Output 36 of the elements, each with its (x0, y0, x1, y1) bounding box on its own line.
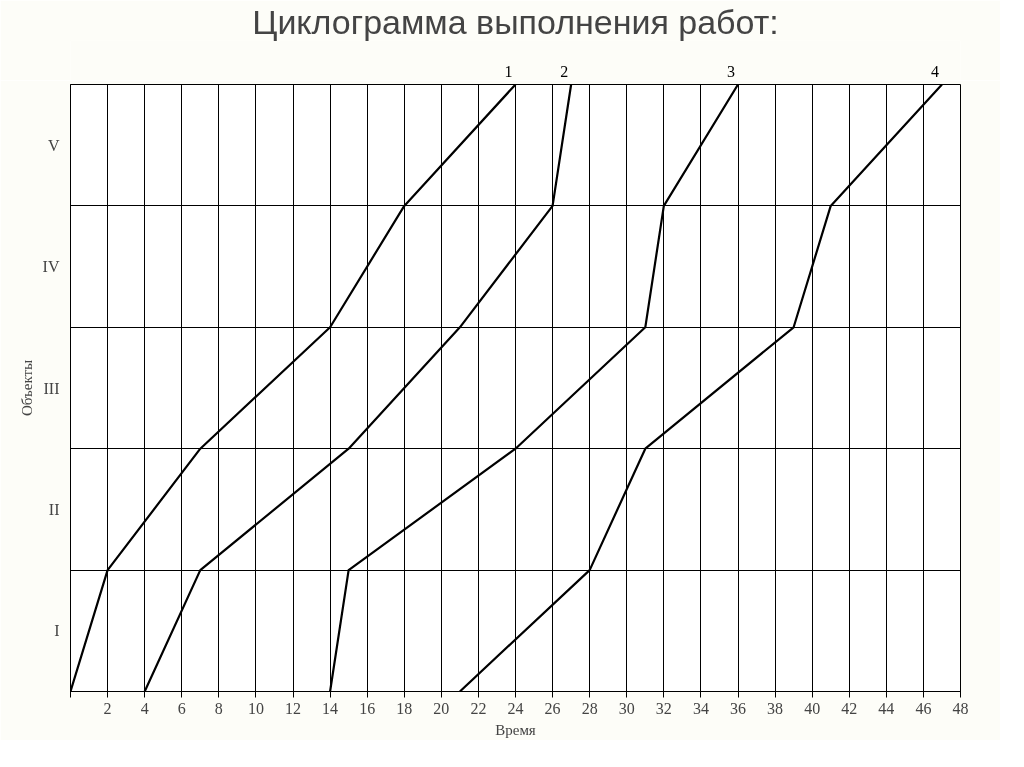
x-tick-label: 12 (285, 699, 301, 717)
x-tick-label: 18 (396, 699, 413, 717)
text: I (54, 622, 60, 640)
series-label: 2 (560, 62, 569, 80)
x-tick-label: 14 (322, 699, 339, 717)
x-tick-label: 28 (581, 699, 598, 717)
x-tick-label: 36 (730, 699, 746, 717)
x-tick-label: 34 (692, 699, 709, 717)
x-tick-label: 8 (214, 699, 223, 717)
chart-title: Циклограмма выполнения работ: (252, 2, 779, 41)
x-tick-label: 42 (841, 699, 858, 717)
x-tick-label: 44 (878, 699, 895, 717)
series-label: 3 (727, 62, 735, 80)
x-tick-label: 38 (767, 699, 784, 717)
text: IV (42, 258, 60, 276)
x-tick-label: 30 (618, 699, 635, 717)
series-label: 1 (504, 62, 513, 80)
text: II (48, 500, 60, 518)
text: III (43, 379, 60, 397)
x-tick-label: 22 (470, 699, 487, 717)
x-tick-label: 20 (433, 699, 450, 717)
x-tick-label: 2 (103, 699, 112, 717)
x-tick-label: 26 (544, 699, 561, 717)
x-tick-label: 46 (915, 699, 932, 717)
x-tick-label: 4 (140, 699, 149, 717)
x-tick-label: 40 (804, 699, 821, 717)
series-label: 4 (930, 62, 939, 80)
text: V (47, 136, 60, 154)
x-tick-label: 32 (655, 699, 672, 717)
x-axis-title: Время (495, 721, 536, 738)
x-tick-label: 16 (359, 699, 376, 717)
x-tick-label: 6 (177, 699, 186, 717)
x-tick-label: 24 (507, 699, 524, 717)
y-axis-title: Объекты (18, 359, 35, 417)
x-tick-label: 10 (247, 699, 264, 717)
x-tick-label: 48 (952, 699, 969, 717)
